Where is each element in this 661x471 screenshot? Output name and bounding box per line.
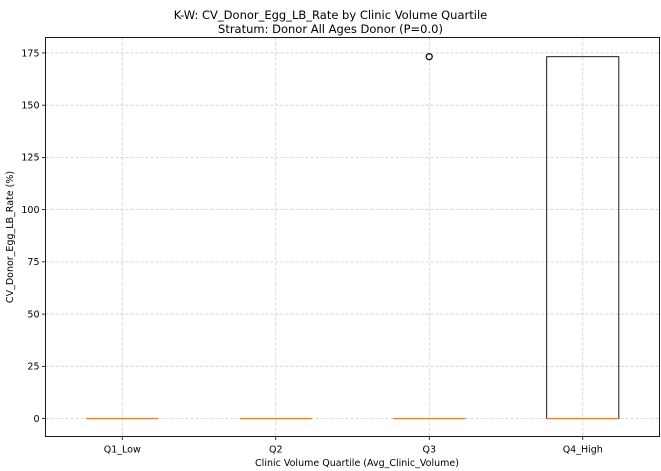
boxes — [86, 53, 620, 420]
x-axis-ticks: Q1_Low Q2 Q3 Q4_High — [104, 436, 603, 456]
y-tick-label: 125 — [21, 153, 39, 164]
y-axis-ticks: 0 25 50 75 100 125 150 175 — [21, 48, 46, 425]
x-tick-label: Q3 — [422, 445, 436, 456]
grid — [45, 37, 660, 437]
y-axis-label: CV_Donor_Egg_LB_Rate (%) — [5, 171, 16, 303]
chart-title: K-W: CV_Donor_Egg_LB_Rate by Clinic Volu… — [173, 8, 488, 22]
x-axis-label: Clinic Volume Quartile (Avg_Clinic_Volum… — [255, 458, 459, 469]
box-Q4_High — [546, 56, 620, 420]
x-tick-label: Q2 — [269, 445, 283, 456]
box-Q3 — [393, 53, 466, 420]
y-tick-label: 75 — [27, 257, 39, 268]
outlier-point — [425, 53, 433, 61]
y-tick-label: 25 — [27, 362, 39, 373]
y-tick-label: 175 — [21, 48, 39, 59]
plot-area-frame — [45, 37, 660, 437]
x-tick-label: Q4_High — [563, 445, 603, 456]
chart-title-block: K-W: CV_Donor_Egg_LB_Rate by Clinic Volu… — [0, 8, 661, 36]
y-tick-label: 50 — [27, 309, 39, 320]
chart-subtitle: Stratum: Donor All Ages Donor (P=0.0) — [218, 22, 443, 36]
x-tick-label: Q1_Low — [104, 445, 141, 456]
y-tick-label: 0 — [33, 414, 39, 425]
y-tick-label: 150 — [21, 100, 39, 111]
y-tick-label: 100 — [21, 205, 39, 216]
